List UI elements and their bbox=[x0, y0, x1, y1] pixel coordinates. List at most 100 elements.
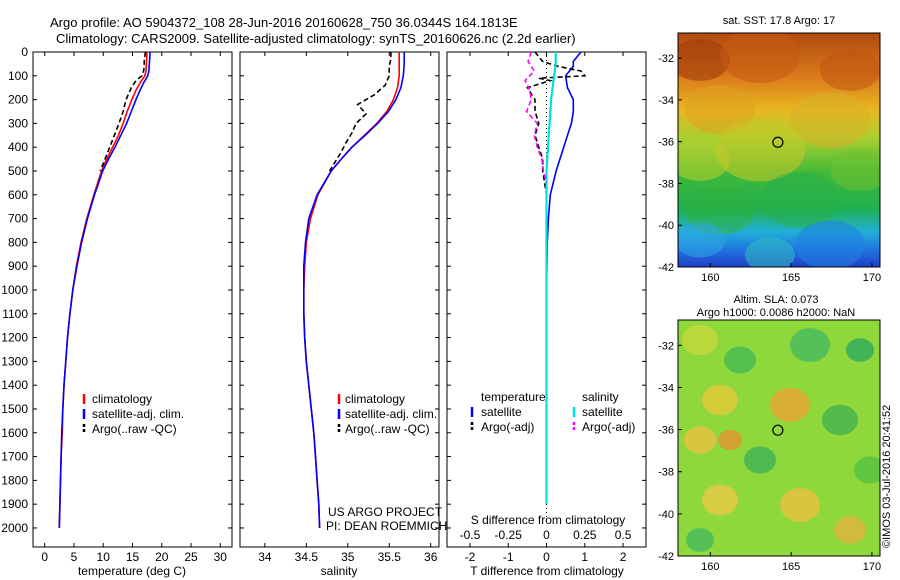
lat-tick-label: -32 bbox=[658, 53, 674, 65]
sst-texture bbox=[678, 222, 725, 258]
sst-texture bbox=[830, 149, 880, 191]
s-tick-label: 0 bbox=[543, 528, 550, 542]
lat-tick-label: -42 bbox=[658, 551, 674, 563]
legend-text: climatology bbox=[92, 392, 152, 406]
x-tick-label: 20 bbox=[155, 550, 169, 564]
sla-texture bbox=[822, 404, 858, 436]
difference-legend: temperature salinity satellite Argo(-adj… bbox=[470, 390, 635, 434]
sst-texture bbox=[820, 49, 880, 91]
legend-title-salinity: salinity bbox=[582, 390, 619, 404]
lat-tick-label: -32 bbox=[658, 340, 674, 352]
sla-texture bbox=[724, 346, 756, 374]
depth-tick-label: 100 bbox=[8, 69, 28, 83]
salinity-panel: 34 34.5 35 35.5 36 bbox=[258, 52, 438, 564]
sla-texture bbox=[702, 384, 738, 416]
depth-tick-label: 400 bbox=[8, 140, 28, 154]
temperature-panel: 0 5 10 15 20 25 30 bbox=[41, 51, 228, 564]
x-tick-label: 25 bbox=[184, 550, 198, 564]
depth-tick-label: 1400 bbox=[1, 378, 28, 392]
lat-tick-label: -40 bbox=[658, 509, 674, 521]
lat-tick-label: -38 bbox=[658, 178, 674, 190]
series-line-argo-raw-qc- bbox=[99, 51, 147, 172]
x-tick-label: 0 bbox=[41, 550, 48, 564]
sst-texture bbox=[720, 33, 800, 83]
sst-texture bbox=[795, 220, 865, 267]
sla-texture bbox=[770, 388, 810, 422]
lat-tick-label: -38 bbox=[658, 467, 674, 479]
sla-map-title-2: Argo h1000: 0.0086 h2000: NaN bbox=[697, 307, 855, 319]
lon-tick-label: 160 bbox=[701, 272, 719, 284]
salinity-legend: climatology satellite-adj. clim. Argo(..… bbox=[326, 392, 447, 533]
depth-tick-label: 1100 bbox=[2, 307, 28, 321]
series-line-satellite-adj-clim- bbox=[302, 52, 406, 529]
sst-texture bbox=[685, 85, 755, 135]
depth-tick-label: 900 bbox=[8, 259, 28, 273]
x-tick-label: 34.5 bbox=[295, 550, 319, 564]
lat-tick-label: -36 bbox=[658, 137, 674, 149]
lon-tick-label: 165 bbox=[782, 272, 800, 284]
salinity-panel-frame bbox=[239, 51, 440, 548]
depth-tick-label: 1600 bbox=[1, 426, 28, 440]
sla-texture bbox=[686, 528, 714, 552]
legend-text: satellite bbox=[481, 405, 522, 419]
lon-tick-label: 170 bbox=[863, 561, 881, 573]
s-tick-label: -0.25 bbox=[495, 528, 523, 542]
s-tick-label: 0.5 bbox=[615, 528, 632, 542]
series-line-temperature-satellite bbox=[545, 51, 582, 505]
depth-tick-label: 1500 bbox=[1, 402, 28, 416]
sst-map-frame bbox=[677, 32, 881, 268]
sla-map-title-1: Altim. SLA: 0.073 bbox=[734, 294, 819, 306]
sst-texture bbox=[745, 237, 795, 267]
lon-tick-label: 160 bbox=[701, 561, 719, 573]
depth-tick-label: 200 bbox=[8, 93, 28, 107]
sst-texture bbox=[685, 185, 755, 235]
lat-tick-label: -34 bbox=[658, 382, 674, 394]
x-tick-label: 34 bbox=[258, 550, 272, 564]
project-annotation-2: PI: DEAN ROEMMICH bbox=[326, 519, 447, 533]
depth-axis: 0 100 200 300 400 500 600 700 800 900 1000 1100 1200… bbox=[1, 45, 646, 535]
sla-texture bbox=[790, 328, 830, 362]
header-line2: Climatology: CARS2009. Satellite-adjuste… bbox=[56, 31, 576, 46]
x-tick-label: 36 bbox=[424, 550, 438, 564]
legend-text: Argo(..raw -QC) bbox=[345, 422, 430, 436]
t-tick-label: 0 bbox=[543, 550, 550, 564]
difference-panel: -2 -1 0 1 2 -0.5 -0.25 0 0.25 0.5 bbox=[460, 51, 632, 564]
sla-map-frame bbox=[677, 319, 881, 557]
lat-tick-label: -36 bbox=[658, 425, 674, 437]
depth-tick-label: 800 bbox=[8, 235, 28, 249]
sla-texture bbox=[780, 488, 820, 522]
legend-text: Argo(..raw -QC) bbox=[92, 422, 177, 436]
salinity-xlabel: salinity bbox=[321, 564, 358, 578]
sla-texture bbox=[854, 456, 880, 484]
argo-position-marker bbox=[772, 136, 784, 148]
x-tick-label: 10 bbox=[97, 550, 111, 564]
depth-tick-label: 0 bbox=[21, 45, 28, 59]
imos-stamp: ©IMOS 03-Jul-2016 20:41:52 bbox=[881, 405, 893, 548]
x-tick-label: 35 bbox=[341, 550, 355, 564]
t-tick-label: -1 bbox=[503, 550, 514, 564]
s-tick-label: -0.5 bbox=[460, 528, 481, 542]
t-tick-label: -2 bbox=[465, 550, 476, 564]
lat-tick-label: -42 bbox=[658, 262, 674, 274]
depth-tick-label: 300 bbox=[8, 116, 28, 130]
legend-text: Argo(-adj) bbox=[582, 420, 635, 434]
sla-texture bbox=[846, 338, 874, 362]
x-tick-label: 5 bbox=[71, 550, 78, 564]
x-tick-label: 30 bbox=[214, 550, 228, 564]
sla-texture bbox=[684, 426, 716, 454]
depth-tick-label: 600 bbox=[8, 188, 28, 202]
depth-tick-label: 1900 bbox=[1, 497, 28, 511]
lat-tick-label: -34 bbox=[658, 95, 674, 107]
depth-tick-label: 1800 bbox=[1, 473, 28, 487]
s-difference-label: S difference from climatology bbox=[471, 513, 626, 527]
sla-texture bbox=[718, 429, 742, 451]
sla-texture bbox=[682, 324, 718, 356]
sst-texture bbox=[790, 92, 870, 148]
sla-texture bbox=[834, 516, 866, 544]
depth-tick-label: 1700 bbox=[1, 450, 28, 464]
temperature-panel-frame bbox=[32, 51, 233, 548]
series-line-temperature-argo-adj- bbox=[526, 51, 587, 505]
sla-texture bbox=[744, 446, 776, 474]
argo-position-marker bbox=[772, 424, 784, 436]
